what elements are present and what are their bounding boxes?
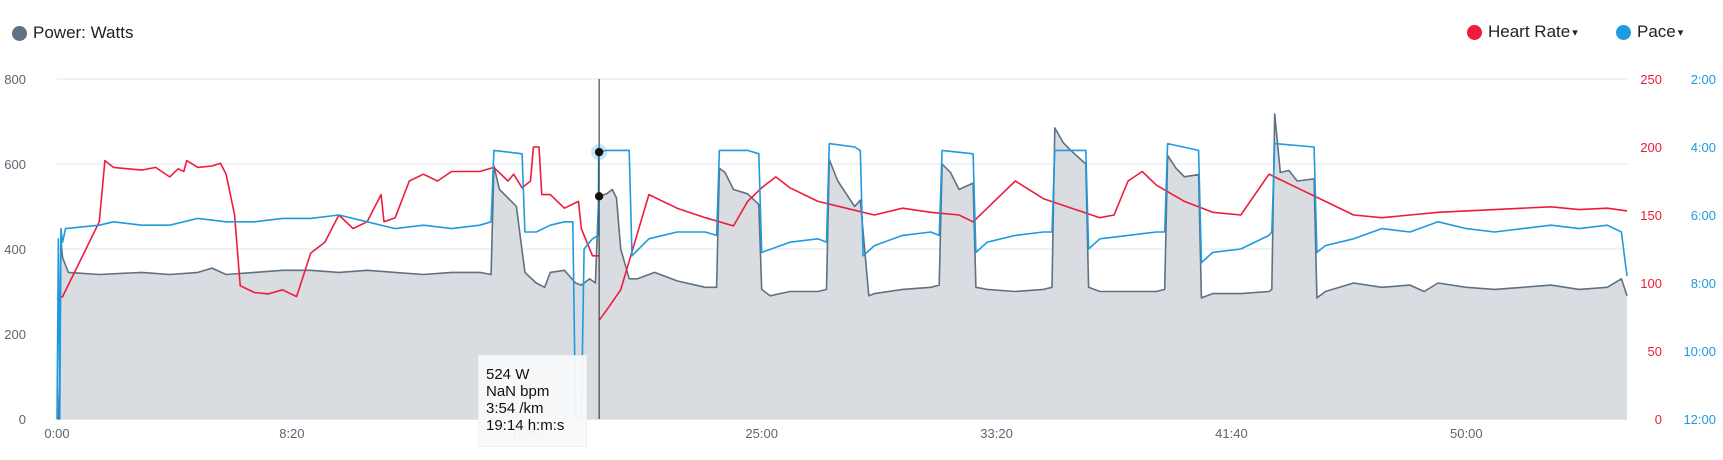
legend-item-power: Power: Watts (12, 23, 133, 43)
heart-rate-legend-dot-icon (1467, 24, 1482, 40)
legend-label-pace: Pace (1637, 22, 1676, 41)
y-tick-label-pace: 4:00 (1691, 140, 1716, 155)
y-tick-label-pace: 12:00 (1683, 412, 1716, 427)
power-legend-dot-icon (12, 25, 27, 41)
pace-legend-dot-icon (1616, 24, 1631, 40)
x-tick-label: 25:00 (745, 426, 778, 441)
hover-marker-power (594, 192, 604, 201)
chevron-down-icon: ▾ (1677, 26, 1684, 39)
hover-marker-pace (594, 147, 604, 157)
tooltip-time: 19:14 h:m:s (486, 417, 565, 434)
y-tick-label-left: 800 (4, 72, 26, 87)
legend-label-power: Power: Watts (33, 23, 134, 42)
x-tick-label: 50:00 (1450, 426, 1483, 441)
y-tick-label-pace: 6:00 (1691, 208, 1716, 223)
pace-dropdown[interactable]: Pace ▾ (1616, 22, 1683, 42)
y-tick-label-hr: 50 (1648, 344, 1662, 359)
y-tick-label-left: 200 (4, 327, 26, 342)
x-tick-label: 0:00 (44, 426, 69, 441)
power-area-fill (57, 113, 1627, 420)
y-tick-label-pace: 8:00 (1691, 276, 1716, 291)
y-tick-label-pace: 10:00 (1683, 344, 1716, 359)
legend-label-heart-rate: Heart Rate (1488, 22, 1571, 41)
x-tick-label: 33:20 (980, 426, 1013, 441)
tooltip-heart-rate: NaN bpm (486, 383, 550, 400)
y-tick-label-left: 0 (19, 412, 26, 427)
hover-tooltip: 524 W NaN bpm 3:54 /km 19:14 h:m:s (478, 355, 587, 447)
tooltip-pace: 3:54 /km (486, 400, 544, 417)
x-tick-label: 41:40 (1215, 426, 1248, 441)
y-tick-label-pace: 2:00 (1691, 72, 1716, 87)
y-tick-label-left: 400 (4, 242, 26, 257)
x-tick-label: 8:20 (279, 426, 304, 441)
y-tick-label-hr: 0 (1655, 412, 1662, 427)
y-tick-label-hr: 250 (1640, 72, 1662, 87)
y-tick-label-hr: 100 (1640, 276, 1662, 291)
chevron-down-icon: ▾ (1572, 26, 1578, 39)
y-tick-label-hr: 150 (1640, 208, 1662, 223)
y-tick-label-left: 600 (4, 157, 26, 172)
heart-rate-dropdown[interactable]: Heart Rate ▾ (1467, 22, 1578, 42)
y-tick-label-hr: 200 (1640, 140, 1662, 155)
heart-rate-series-line (598, 170, 1628, 321)
pace-series-line (56, 142, 1628, 420)
tooltip-power: 524 W (486, 366, 530, 383)
